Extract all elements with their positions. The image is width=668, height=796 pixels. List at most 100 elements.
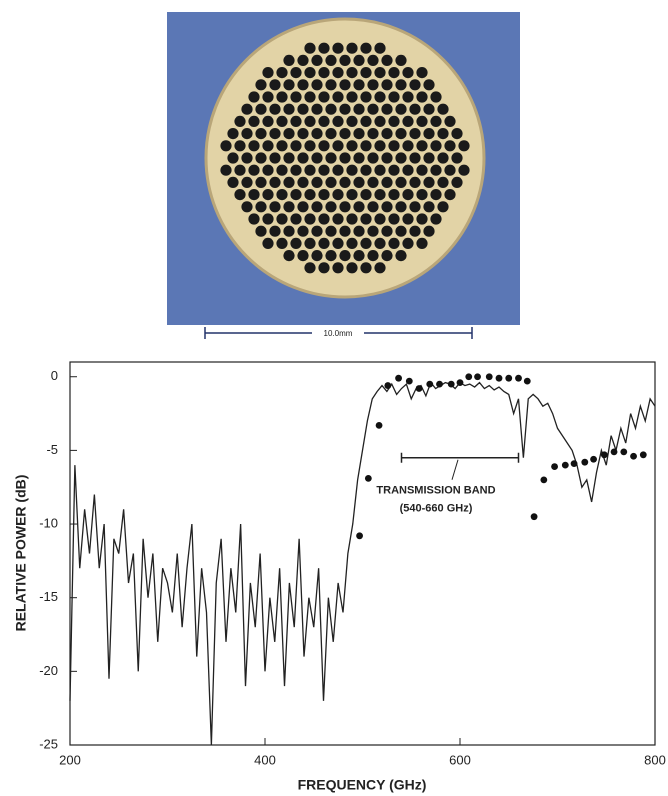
hole	[339, 201, 351, 213]
hole	[416, 115, 428, 127]
hole	[353, 152, 365, 164]
hole	[353, 128, 365, 140]
hole	[430, 213, 442, 225]
hole	[339, 225, 351, 237]
hole	[283, 250, 295, 262]
hole	[339, 152, 351, 164]
hole	[381, 103, 393, 115]
hole	[255, 201, 267, 213]
hole	[444, 115, 456, 127]
annotation-arrow	[451, 459, 459, 480]
plot-frame	[69, 361, 656, 746]
hole	[248, 213, 260, 225]
hole	[255, 176, 267, 188]
hole	[353, 176, 365, 188]
hole	[276, 140, 288, 152]
y-tick-label: -10	[39, 515, 58, 530]
hole	[444, 189, 456, 201]
hole	[332, 91, 344, 103]
hole	[318, 67, 330, 79]
hole	[430, 91, 442, 103]
hole	[416, 67, 428, 79]
hole	[374, 115, 386, 127]
hole	[318, 91, 330, 103]
hole	[290, 115, 302, 127]
data-point	[530, 513, 538, 521]
hole	[318, 213, 330, 225]
hole	[430, 140, 442, 152]
hole	[283, 225, 295, 237]
hole	[332, 262, 344, 274]
hole	[248, 140, 260, 152]
hole	[234, 140, 246, 152]
hole	[395, 128, 407, 140]
hole	[283, 79, 295, 91]
y-tick-label: -25	[39, 736, 58, 751]
hole	[402, 67, 414, 79]
hole	[388, 189, 400, 201]
hole	[339, 250, 351, 262]
hole	[304, 262, 316, 274]
data-point	[610, 448, 618, 456]
hole	[283, 54, 295, 66]
hole	[346, 140, 358, 152]
data-point	[639, 451, 647, 459]
hole	[367, 176, 379, 188]
scale-label: 10.0mm	[324, 329, 353, 338]
scale-label-bg	[312, 328, 364, 339]
hole	[395, 176, 407, 188]
hole	[269, 201, 281, 213]
hole	[304, 213, 316, 225]
hole	[381, 79, 393, 91]
hole	[269, 152, 281, 164]
data-point	[590, 455, 597, 463]
hole	[241, 128, 253, 140]
hole	[360, 237, 372, 249]
hole	[339, 79, 351, 91]
hole	[395, 79, 407, 91]
hole	[409, 79, 421, 91]
hole	[248, 164, 260, 176]
annotation-text: TRANSMISSION BAND	[376, 485, 495, 497]
data-point	[415, 385, 423, 392]
hole	[234, 115, 246, 127]
hole	[227, 176, 239, 188]
hole	[409, 128, 421, 140]
hole	[332, 42, 344, 54]
hole	[451, 176, 463, 188]
hole	[416, 213, 428, 225]
hole	[367, 201, 379, 213]
hole	[360, 189, 372, 201]
hole	[423, 128, 435, 140]
hole	[444, 164, 456, 176]
hole	[248, 115, 260, 127]
hole	[402, 237, 414, 249]
data-point	[436, 380, 443, 388]
hole	[290, 91, 302, 103]
hole	[430, 189, 442, 201]
hole	[367, 250, 379, 262]
hole	[374, 213, 386, 225]
data-point	[405, 377, 413, 385]
hole	[416, 164, 428, 176]
hole	[458, 140, 470, 152]
hole	[346, 115, 358, 127]
hole	[423, 152, 435, 164]
hole	[283, 128, 295, 140]
data-point	[485, 373, 493, 381]
data-point	[581, 458, 589, 466]
hole	[304, 189, 316, 201]
hole	[241, 176, 253, 188]
hole	[402, 115, 414, 127]
hole	[325, 225, 337, 237]
hole	[339, 54, 351, 66]
hole	[395, 250, 407, 262]
hole	[255, 152, 267, 164]
hole	[367, 54, 379, 66]
hole	[381, 201, 393, 213]
hole	[304, 115, 316, 127]
hole	[248, 91, 260, 103]
hole	[276, 213, 288, 225]
hole	[290, 67, 302, 79]
data-point	[356, 532, 363, 540]
